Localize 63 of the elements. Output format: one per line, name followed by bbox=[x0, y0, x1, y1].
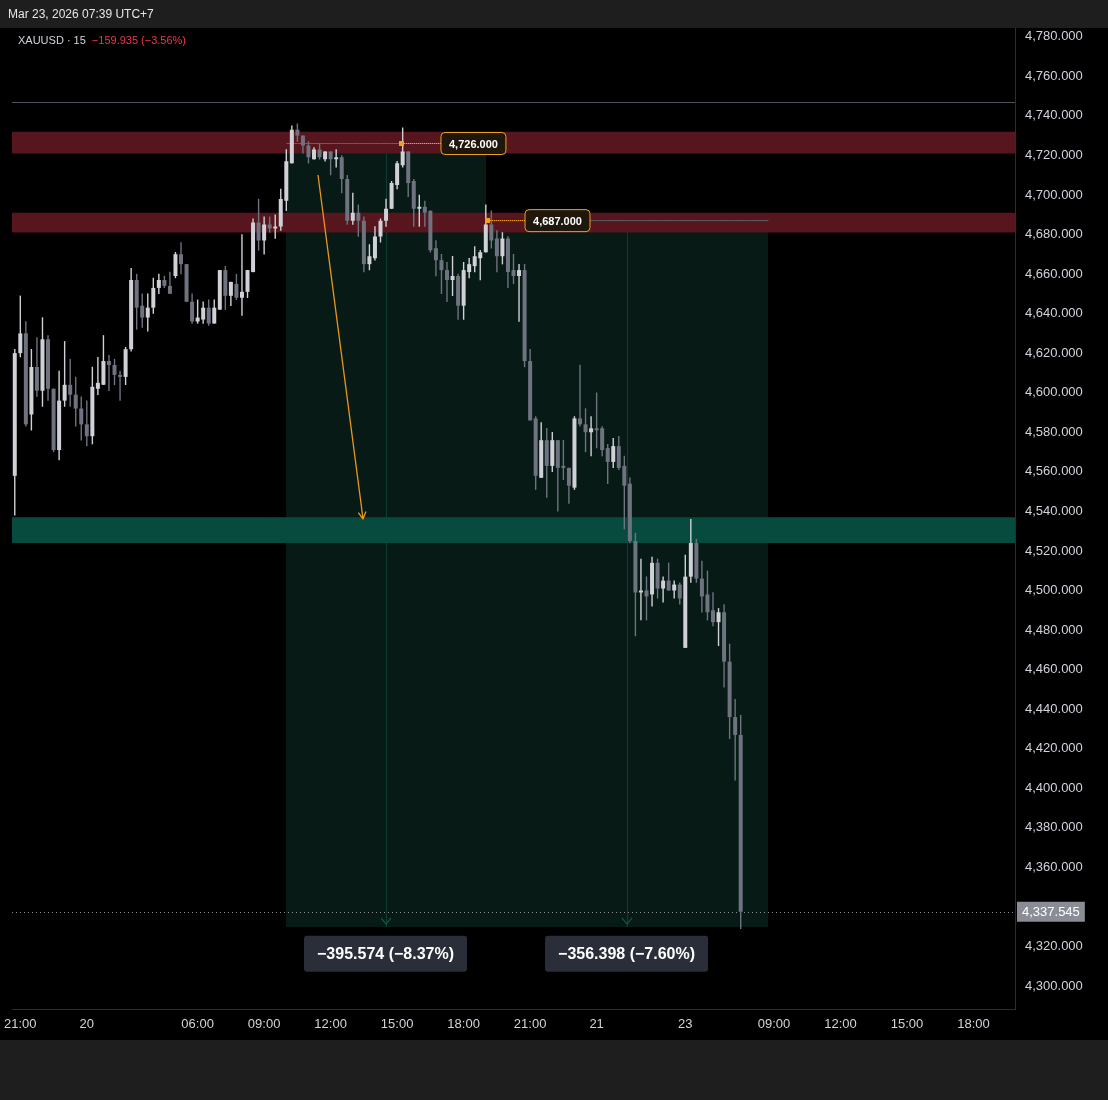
x-tick-label: 15:00 bbox=[380, 1016, 414, 1032]
y-tick-label: 4,500.000 bbox=[1025, 582, 1083, 598]
candlestick bbox=[710, 592, 715, 627]
text: Mar 23, 2026 07:39 UTC+7 bbox=[8, 7, 154, 21]
y-tick-label: 4,300.000 bbox=[1025, 977, 1083, 993]
annotation: −356.398 (−7.60%) bbox=[558, 945, 696, 963]
candlestick bbox=[433, 240, 438, 277]
x-tick-label: 21:00 bbox=[4, 1016, 37, 1032]
y-tick-label: 4,700.000 bbox=[1025, 186, 1083, 202]
candlestick bbox=[445, 262, 449, 303]
candlestick bbox=[118, 370, 123, 402]
annotation: 4,726.000 bbox=[448, 137, 498, 150]
x-tick-label: 15:00 bbox=[890, 1016, 924, 1032]
y-tick-label: 4,640.000 bbox=[1025, 305, 1083, 321]
y-tick-label: 4,380.000 bbox=[1025, 819, 1083, 835]
candlestick bbox=[239, 234, 244, 316]
y-tick-label: 4,680.000 bbox=[1025, 226, 1083, 242]
candlestick bbox=[517, 264, 522, 322]
candlestick bbox=[638, 558, 643, 621]
x-tick-label: 09:00 bbox=[247, 1016, 281, 1032]
y-tick-label: 4,540.000 bbox=[1025, 503, 1083, 519]
x-tick-label: 23 bbox=[678, 1016, 693, 1032]
candlestick bbox=[68, 359, 73, 407]
text: −159.935 (−3.56%) bbox=[91, 34, 187, 47]
text: XAUUSD · 15 bbox=[18, 34, 86, 47]
x-tick-label: 12:00 bbox=[824, 1016, 857, 1032]
candlestick bbox=[179, 242, 184, 275]
candlestick bbox=[733, 699, 738, 781]
annotation: 4,687.000 bbox=[533, 214, 582, 227]
y-tick-label: 4,520.000 bbox=[1025, 542, 1083, 558]
annotation: −395.574 (−8.37%) bbox=[317, 945, 455, 963]
y-tick-label: 4,480.000 bbox=[1025, 621, 1083, 637]
x-tick-label: 21 bbox=[589, 1016, 604, 1032]
y-tick-label: 4,780.000 bbox=[1025, 28, 1083, 44]
x-tick-label: 18:00 bbox=[447, 1016, 480, 1032]
candlestick bbox=[84, 400, 89, 447]
y-tick-label: 4,320.000 bbox=[1025, 938, 1083, 954]
candlestick bbox=[578, 365, 582, 427]
y-tick-label: 4,740.000 bbox=[1025, 107, 1083, 123]
x-tick-label: 20 bbox=[79, 1016, 95, 1032]
y-tick-label: 4,460.000 bbox=[1025, 661, 1083, 677]
ref-line-label: 4,337.545 bbox=[1022, 904, 1080, 920]
y-tick-label: 4,360.000 bbox=[1025, 859, 1083, 875]
x-tick-label: 09:00 bbox=[757, 1016, 791, 1032]
y-tick-label: 4,560.000 bbox=[1025, 463, 1083, 479]
y-tick-label: 4,400.000 bbox=[1025, 780, 1083, 796]
candlestick bbox=[661, 576, 666, 603]
candlestick bbox=[589, 416, 594, 457]
y-tick-label: 4,600.000 bbox=[1025, 384, 1083, 400]
y-tick-label: 4,760.000 bbox=[1025, 68, 1083, 84]
x-tick-label: 18:00 bbox=[957, 1016, 990, 1032]
candlestick bbox=[334, 149, 339, 168]
y-tick-label: 4,720.000 bbox=[1025, 147, 1083, 163]
candlestick bbox=[106, 355, 111, 392]
x-tick-label: 12:00 bbox=[314, 1016, 347, 1032]
y-tick-label: 4,660.000 bbox=[1025, 265, 1083, 281]
x-tick-label: 21:00 bbox=[513, 1016, 547, 1032]
y-tick-label: 4,440.000 bbox=[1025, 700, 1083, 716]
y-tick-label: 4,420.000 bbox=[1025, 740, 1083, 756]
candlestick bbox=[167, 272, 172, 295]
y-tick-label: 4,580.000 bbox=[1025, 424, 1083, 440]
x-tick-label: 06:00 bbox=[181, 1016, 214, 1032]
y-tick-label: 4,620.000 bbox=[1025, 344, 1083, 360]
